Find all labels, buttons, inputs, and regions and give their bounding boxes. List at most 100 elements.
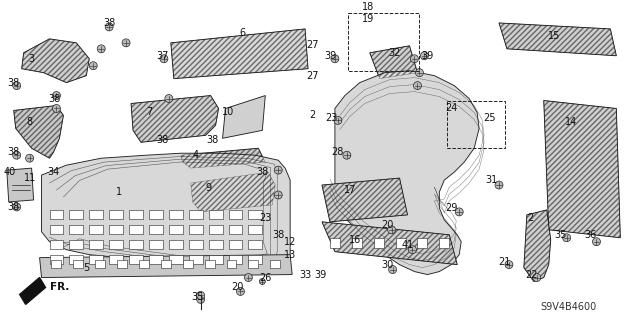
Text: 13: 13 (284, 250, 296, 260)
Circle shape (388, 266, 397, 274)
Circle shape (455, 208, 463, 216)
Circle shape (593, 238, 600, 246)
Text: 30: 30 (381, 260, 394, 270)
Bar (129, 225, 143, 234)
Polygon shape (191, 172, 275, 212)
Bar (352, 238, 362, 248)
Bar (248, 240, 262, 249)
Circle shape (259, 278, 266, 285)
Bar (228, 210, 243, 219)
Circle shape (408, 246, 417, 254)
Circle shape (415, 69, 424, 77)
Bar (109, 225, 123, 234)
Text: 4: 4 (193, 150, 199, 160)
Bar (330, 238, 340, 248)
Text: 39: 39 (421, 51, 433, 61)
Text: 5: 5 (83, 263, 90, 273)
Bar (248, 255, 262, 263)
Circle shape (244, 274, 252, 281)
Text: 14: 14 (564, 117, 577, 127)
Text: 38: 38 (256, 167, 268, 177)
Bar (209, 255, 223, 263)
Bar (447, 100, 505, 148)
Circle shape (105, 23, 113, 31)
Circle shape (52, 105, 60, 113)
Circle shape (196, 292, 205, 300)
Bar (189, 210, 203, 219)
Bar (51, 260, 61, 268)
Polygon shape (544, 100, 620, 238)
Polygon shape (42, 153, 290, 271)
Circle shape (236, 287, 244, 295)
Bar (149, 225, 163, 234)
Bar (169, 255, 183, 263)
Circle shape (275, 166, 282, 174)
Text: 29: 29 (445, 203, 458, 213)
Circle shape (196, 295, 205, 303)
Bar (69, 210, 83, 219)
Text: 11: 11 (24, 173, 36, 183)
Text: 35: 35 (554, 230, 567, 240)
Polygon shape (335, 71, 479, 275)
Bar (209, 240, 223, 249)
Bar (227, 260, 236, 268)
Bar (90, 240, 103, 249)
Bar (169, 210, 183, 219)
Circle shape (275, 191, 282, 199)
Polygon shape (370, 46, 417, 79)
Bar (117, 260, 127, 268)
Polygon shape (13, 106, 63, 158)
Text: 41: 41 (401, 240, 413, 250)
Text: 31: 31 (485, 175, 497, 185)
Circle shape (495, 181, 503, 189)
Bar (248, 260, 259, 268)
Text: 1: 1 (116, 187, 122, 197)
Text: 24: 24 (445, 103, 458, 114)
Text: 20: 20 (381, 220, 394, 230)
Text: 26: 26 (259, 272, 271, 283)
Bar (149, 255, 163, 263)
Bar (49, 240, 63, 249)
Bar (348, 13, 419, 71)
Circle shape (165, 94, 173, 102)
Circle shape (122, 39, 130, 47)
Text: 2: 2 (528, 213, 534, 223)
Text: 18: 18 (362, 2, 374, 12)
Circle shape (410, 55, 419, 63)
Bar (49, 225, 63, 234)
Bar (109, 255, 123, 263)
Bar (149, 210, 163, 219)
Text: FR.: FR. (49, 283, 69, 293)
Bar (169, 225, 183, 234)
Bar (417, 238, 428, 248)
Text: 22: 22 (525, 270, 538, 279)
Bar (248, 225, 262, 234)
Bar (189, 225, 203, 234)
Bar (49, 210, 63, 219)
Text: 23: 23 (326, 114, 338, 123)
Circle shape (563, 234, 571, 242)
Text: 10: 10 (222, 108, 235, 117)
Text: 40: 40 (4, 167, 16, 177)
Polygon shape (322, 178, 408, 222)
Polygon shape (131, 96, 219, 142)
Circle shape (52, 92, 60, 100)
Bar (396, 238, 406, 248)
Bar (228, 255, 243, 263)
Text: 3: 3 (29, 54, 35, 64)
Text: 20: 20 (231, 283, 244, 293)
Bar (183, 260, 193, 268)
Text: 38: 38 (8, 78, 20, 88)
Polygon shape (499, 23, 616, 56)
Text: 27: 27 (306, 40, 318, 50)
Bar (169, 240, 183, 249)
Bar (149, 240, 163, 249)
Text: 16: 16 (349, 235, 361, 245)
Polygon shape (171, 29, 308, 79)
Bar (139, 260, 149, 268)
Bar (205, 260, 214, 268)
Text: 6: 6 (239, 28, 246, 38)
Text: S9V4B4600: S9V4B4600 (541, 302, 596, 312)
Polygon shape (20, 278, 45, 304)
Circle shape (334, 116, 342, 124)
